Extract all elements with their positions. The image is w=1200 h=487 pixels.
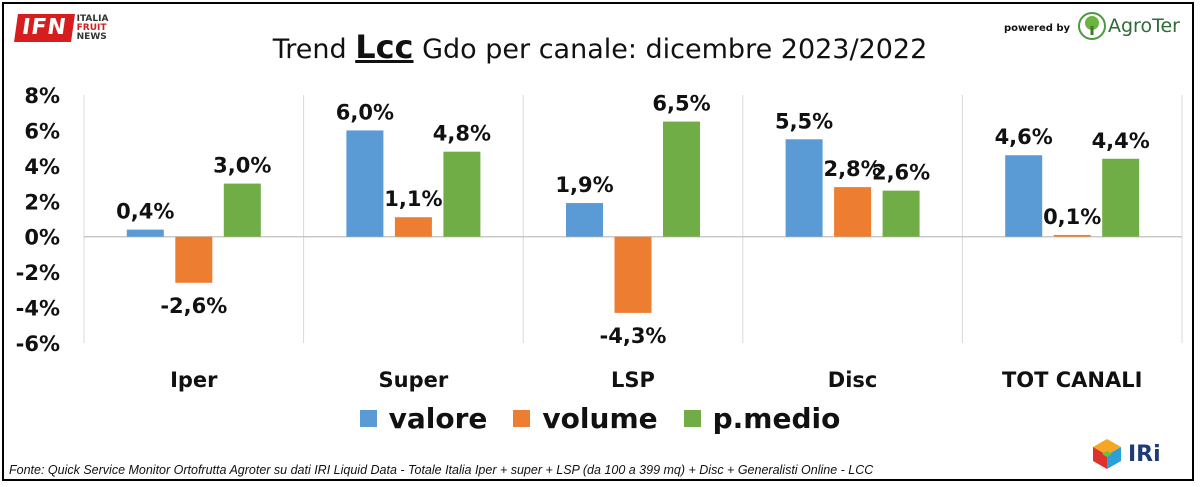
legend-swatch-valore <box>359 410 377 427</box>
data-label: 0,1% <box>1043 205 1101 229</box>
bar-volume <box>175 236 213 283</box>
ifn-logo-line1: ITALIA <box>76 13 109 24</box>
iri-name: IRi <box>1128 441 1161 467</box>
agroter-name: AgroTer <box>1108 15 1180 37</box>
data-label: 6,5% <box>652 92 710 116</box>
x-category-label: Iper <box>170 368 218 392</box>
iri-logo: IRi <box>1090 437 1161 471</box>
legend-label-valore: valore <box>388 402 488 435</box>
data-label: 2,6% <box>872 161 930 185</box>
y-tick-label: 6% <box>24 119 60 143</box>
ifn-logo-text: ITALIA FRUIT NEWS <box>76 13 109 42</box>
chart-title: Trend Lcc Gdo per canale: dicembre 2023/… <box>0 28 1200 66</box>
bar-valore <box>126 229 164 237</box>
chart-title-suffix: Gdo per canale: dicembre 2023/2022 <box>413 34 928 65</box>
x-category-label: Disc <box>828 368 878 392</box>
bar-valore <box>346 130 384 237</box>
y-tick-label: -2% <box>16 261 60 285</box>
data-label: 3,0% <box>213 154 271 178</box>
data-label: 2,8% <box>823 157 881 181</box>
chart-title-highlight: Lcc <box>355 28 414 66</box>
legend-swatch-volume <box>513 410 531 427</box>
chart-title-prefix: Trend <box>272 34 356 65</box>
bar-p-medio <box>443 151 481 237</box>
data-label: 4,4% <box>1092 129 1150 153</box>
bar-p-medio <box>1102 158 1140 237</box>
bar-p-medio <box>882 190 920 237</box>
data-label: 1,9% <box>555 173 613 197</box>
data-label: -4,3% <box>600 324 667 348</box>
ifn-logo: IFN ITALIA FRUIT NEWS <box>14 13 109 42</box>
cube-logo-icon <box>1093 439 1121 469</box>
x-category-label: LSP <box>611 368 655 392</box>
bar-volume <box>394 217 432 237</box>
legend-item-valore: valore <box>359 402 488 435</box>
tree-logo-icon <box>1078 12 1106 40</box>
bar-volume <box>834 187 872 237</box>
y-tick-label: 0% <box>24 226 60 250</box>
data-label: 4,6% <box>995 125 1053 149</box>
legend-label-p-medio: p.medio <box>712 402 841 435</box>
y-tick-label: 4% <box>24 155 60 179</box>
ifn-logo-line2: FRUIT <box>76 22 107 33</box>
data-label: 4,8% <box>433 122 491 146</box>
bar-valore <box>785 139 823 237</box>
x-category-label: TOT CANALI <box>1002 368 1143 392</box>
ifn-logo-line3: NEWS <box>76 31 107 42</box>
legend-item-p-medio: p.medio <box>683 402 841 435</box>
legend-swatch-p-medio <box>683 410 701 427</box>
powered-by-label: powered by <box>1004 23 1071 34</box>
chart-legend: valore volume p.medio <box>0 402 1200 435</box>
data-label: 1,1% <box>384 187 442 211</box>
bar-valore <box>1005 155 1043 237</box>
legend-label-volume: volume <box>542 402 658 435</box>
data-label: 0,4% <box>116 200 174 224</box>
legend-item-volume: volume <box>513 402 658 435</box>
x-category-label: Super <box>379 368 449 392</box>
y-tick-label: 8% <box>24 84 60 108</box>
y-tick-label: -4% <box>16 297 60 321</box>
data-label: -2,6% <box>160 294 227 318</box>
data-label: 6,0% <box>336 100 394 124</box>
agroter-logo: AgroTer <box>1078 12 1180 40</box>
bar-volume <box>1053 234 1091 237</box>
data-label: 5,5% <box>775 109 833 133</box>
source-note: Fonte: Quick Service Monitor Ortofrutta … <box>9 463 874 477</box>
y-tick-label: 2% <box>24 190 60 214</box>
bar-valore <box>566 203 603 237</box>
bar-volume <box>614 236 652 313</box>
y-tick-label: -6% <box>16 332 60 356</box>
bar-p-medio <box>223 183 261 237</box>
bar-p-medio <box>663 121 700 237</box>
